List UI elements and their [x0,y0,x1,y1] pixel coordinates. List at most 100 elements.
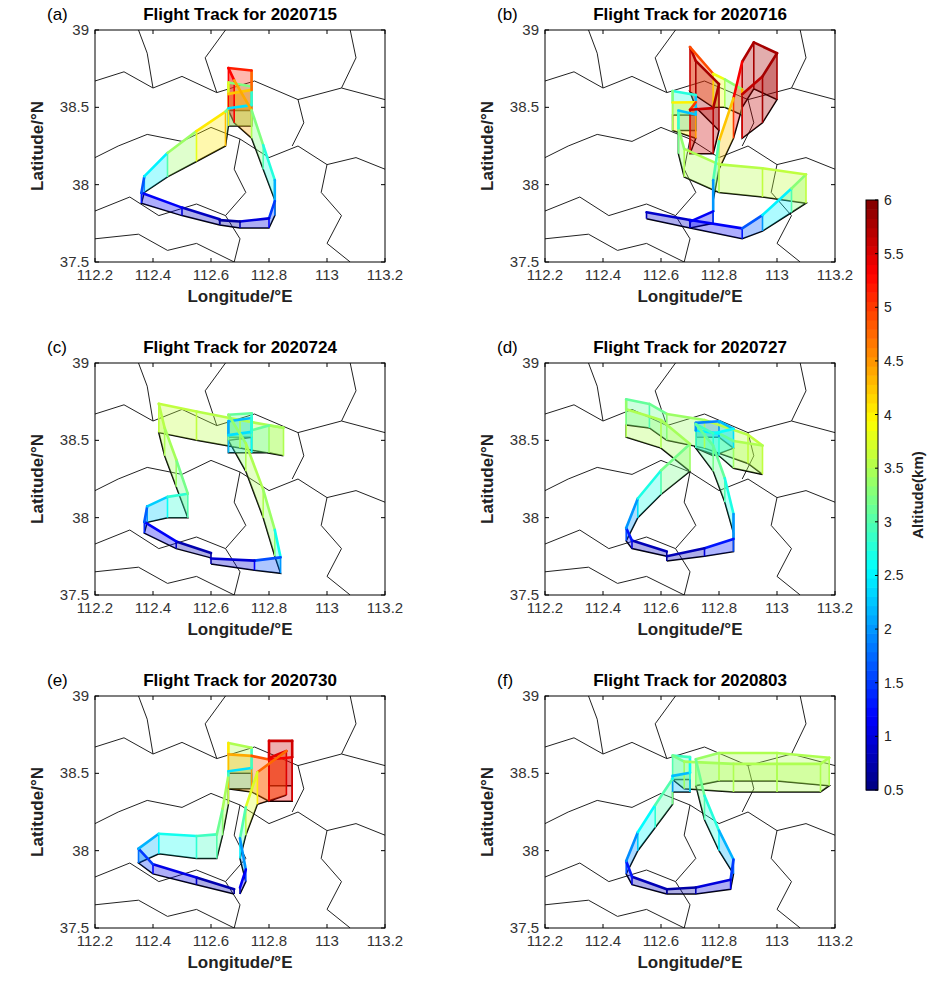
boundary [139,696,154,754]
x-tick-label: 113.2 [817,932,853,949]
track-segment [626,528,632,541]
altitude-stem [805,174,807,203]
x-tick [661,363,662,367]
x-tick [719,258,720,262]
curtain [667,548,705,561]
boundary [226,472,246,595]
x-tick [153,924,154,928]
boundary [321,498,350,595]
curtain [240,218,269,228]
y-tick-label: 37.5 [510,253,539,270]
x-tick [327,696,328,700]
curtain [263,490,275,557]
y-tick [381,517,385,518]
y-tick [831,30,835,31]
track-segment [250,413,253,432]
track-segment [269,201,275,218]
colorbar-swatch [866,578,878,588]
curtain [228,754,251,791]
track-segment [673,91,696,95]
x-tick-label: 112.4 [585,932,621,949]
y-tick [545,30,549,31]
boundary [792,696,807,754]
y-axis-title: Latitude/°N [28,767,47,857]
x-tick [603,924,604,928]
x-tick [661,30,662,34]
y-tick [95,696,99,697]
track-segment [255,557,281,560]
y-axis-title: Latitude/°N [28,434,47,524]
x-tick [777,696,778,700]
y-tick [381,363,385,364]
y-tick [545,773,549,774]
altitude-stem [225,112,227,146]
x-tick-label: 113.2 [367,266,403,283]
colorbar-swatch [866,412,878,422]
y-axis-title: Latitude/°N [478,434,497,524]
colorbar-swatch [866,541,878,551]
y-tick [95,184,99,185]
colorbar-tick [875,736,878,737]
altitude-stem [683,149,685,177]
track-segment [684,149,719,164]
x-tick-label: 113 [315,599,339,616]
curtain [626,399,627,437]
y-tick-label: 38.5 [60,764,89,781]
curtain [638,805,655,851]
x-tick [269,696,270,700]
panel-letter: (e) [47,671,68,690]
track-segment [257,751,286,772]
y-tick-label: 38 [72,509,89,526]
colorbar-swatch [866,283,878,293]
colorbar-tick [875,253,878,254]
altitude-stem [741,228,743,238]
track-segment [252,756,269,760]
colorbar-swatch [866,532,878,542]
boundary [139,363,154,421]
x-axis-title: Longitude/°E [187,620,292,639]
curtain [153,864,197,884]
altitude-stem [733,539,735,552]
panel: 112.2112.4112.6112.8113113.237.53838.539… [28,338,403,639]
curtain [690,47,713,107]
track-segment [719,421,734,429]
boundary [95,567,234,595]
altitude-stem [733,429,735,448]
boundary [342,363,357,421]
altitude-stem [268,426,270,453]
track-segment [673,101,696,104]
x-tick [545,591,546,595]
x-tick [269,258,270,262]
colorbar-swatch [866,550,878,560]
curtain [182,208,220,225]
y-tick [545,363,549,364]
boundary [545,530,676,549]
boundary [655,696,675,759]
track-segment [713,429,733,434]
track-segment [273,180,276,201]
altitude-stem [733,98,735,138]
curtain [719,164,763,197]
track-segment [176,460,188,494]
plot-bg [95,696,385,928]
plot-area [545,696,835,928]
y-tick-label: 38.5 [510,764,539,781]
y-tick [545,850,549,851]
altitude-stem [776,753,778,781]
track-segment [268,741,271,758]
altitude-stem [268,218,270,228]
colorbar-tick-label: 6 [884,192,892,208]
ground-track [626,780,829,895]
y-tick [381,262,385,263]
colorbar-swatch [866,449,878,459]
y-tick [545,184,549,185]
curtain [211,558,255,570]
x-tick [327,591,328,595]
panel: 112.2112.4112.6112.8113113.237.53838.539… [28,671,403,972]
plot-bg [545,363,835,595]
boundary [676,472,696,595]
x-tick [95,258,96,262]
track-segment [763,189,792,216]
y-tick [95,363,99,364]
x-tick [153,591,154,595]
